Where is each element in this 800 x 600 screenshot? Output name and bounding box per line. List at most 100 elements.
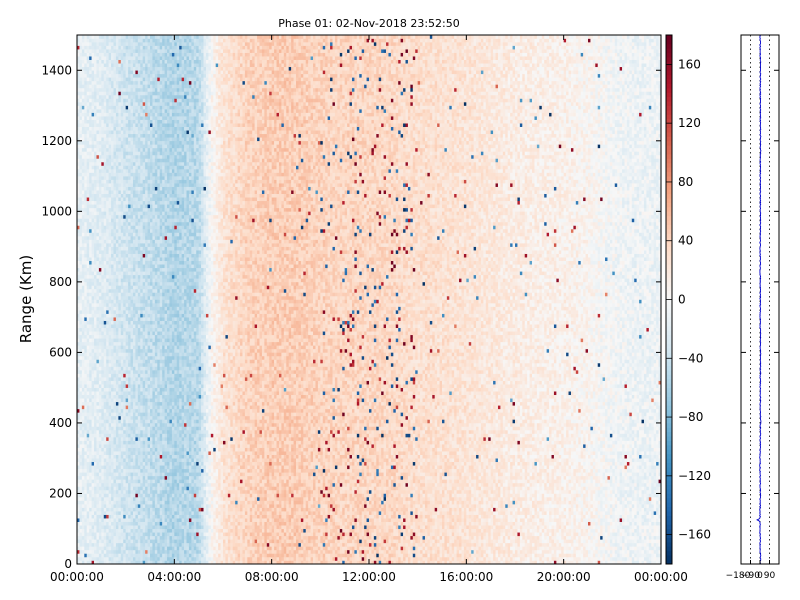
heatmap-cell [89,84,92,88]
heatmap-cell [79,49,82,53]
heatmap-cell [84,300,87,304]
heatmap-cell [79,328,82,332]
heatmap-cell [89,472,92,476]
heatmap-cell [92,148,95,152]
heatmap-cell [87,434,90,438]
heatmap-cell [84,254,87,258]
heatmap-cell [87,215,90,219]
heatmap-cell [87,39,90,43]
heatmap-cell [84,81,87,85]
heatmap-cell [89,546,92,550]
heatmap-cell [92,328,95,332]
heatmap-cell [82,398,85,402]
heatmap-cell [82,529,85,533]
heatmap-cell [87,60,90,64]
heatmap-cell [87,35,90,39]
heatmap-cell [84,310,87,314]
heatmap-cell [89,416,92,420]
heatmap-cell [79,310,82,314]
heatmap-cell [82,120,85,124]
heatmap-cell [82,130,85,134]
heatmap-cell [89,215,92,219]
heatmap-cell [92,307,95,311]
heatmap-cell [87,201,90,205]
heatmap-cell [82,363,85,367]
heatmap-cell [92,522,95,526]
heatmap-cell [87,106,90,110]
heatmap-cell [92,144,95,148]
heatmap-cell [84,106,87,110]
heatmap-cell [84,169,87,173]
heatmap-cell [87,370,90,374]
heatmap-cell [84,349,87,353]
heatmap-cell [82,451,85,455]
heatmap-cell [84,532,87,536]
heatmap-cell [84,173,87,177]
heatmap-cell [82,183,85,187]
heatmap-cell [82,352,85,356]
heatmap-cell [84,465,87,469]
heatmap-cell [84,437,87,441]
heatmap-cell [84,546,87,550]
heatmap-cell [84,338,87,342]
heatmap-cell [89,120,92,124]
heatmap-cell [92,479,95,483]
heatmap-cell [92,434,95,438]
heatmap-cell [84,352,87,356]
heatmap-cell [92,469,95,473]
heatmap-cell [84,476,87,480]
heatmap-cell [87,190,90,194]
heatmap-cell [92,501,95,505]
heatmap-cell [89,74,92,78]
heatmap-cell [87,197,90,201]
heatmap-cell [89,134,92,138]
heatmap-cell [82,497,85,501]
heatmap-cell [87,236,90,240]
heatmap-cell [89,35,92,39]
heatmap-cell [79,462,82,466]
heatmap-cell [87,384,90,388]
heatmap-cell [89,70,92,74]
heatmap-cell [87,162,90,166]
heatmap-cell [87,437,90,441]
heatmap-cell [84,515,87,519]
heatmap-cell [92,261,95,265]
heatmap-cell [79,296,82,300]
heatmap-cell [84,462,87,466]
heatmap-cell [79,321,82,325]
heatmap-cell [82,70,85,74]
heatmap-cell [87,550,90,554]
heatmap-cell [89,448,92,452]
heatmap-cell [82,405,85,409]
heatmap-cell [87,285,90,289]
heatmap-cell [84,141,87,145]
heatmap-cell [87,268,90,272]
heatmap-cell [89,363,92,367]
heatmap-cell [82,508,85,512]
heatmap-cell [84,257,87,261]
heatmap-cell [92,321,95,325]
heatmap-cell [82,490,85,494]
heatmap-cell [92,106,95,110]
heatmap-cell [89,225,92,229]
heatmap-cell [87,381,90,385]
heatmap-cell [92,127,95,131]
heatmap-cell [82,444,85,448]
heatmap-cell [87,56,90,60]
heatmap-cell [84,187,87,191]
heatmap-cell [89,98,92,102]
heatmap-cell [82,338,85,342]
heatmap-cell [89,321,92,325]
heatmap-cell [87,426,90,430]
figure: Phase 01: 02-Nov-2018 23:52:50 Range (Km… [0,0,800,600]
heatmap-cell [92,67,95,71]
heatmap-cell [87,356,90,360]
heatmap-cell [84,218,87,222]
heatmap-cell [82,307,85,311]
heatmap-cell [92,91,95,95]
heatmap-cell [84,123,87,127]
heatmap-cell [82,254,85,258]
heatmap-cell [79,465,82,469]
heatmap-cell [84,423,87,427]
heatmap-cell [84,331,87,335]
